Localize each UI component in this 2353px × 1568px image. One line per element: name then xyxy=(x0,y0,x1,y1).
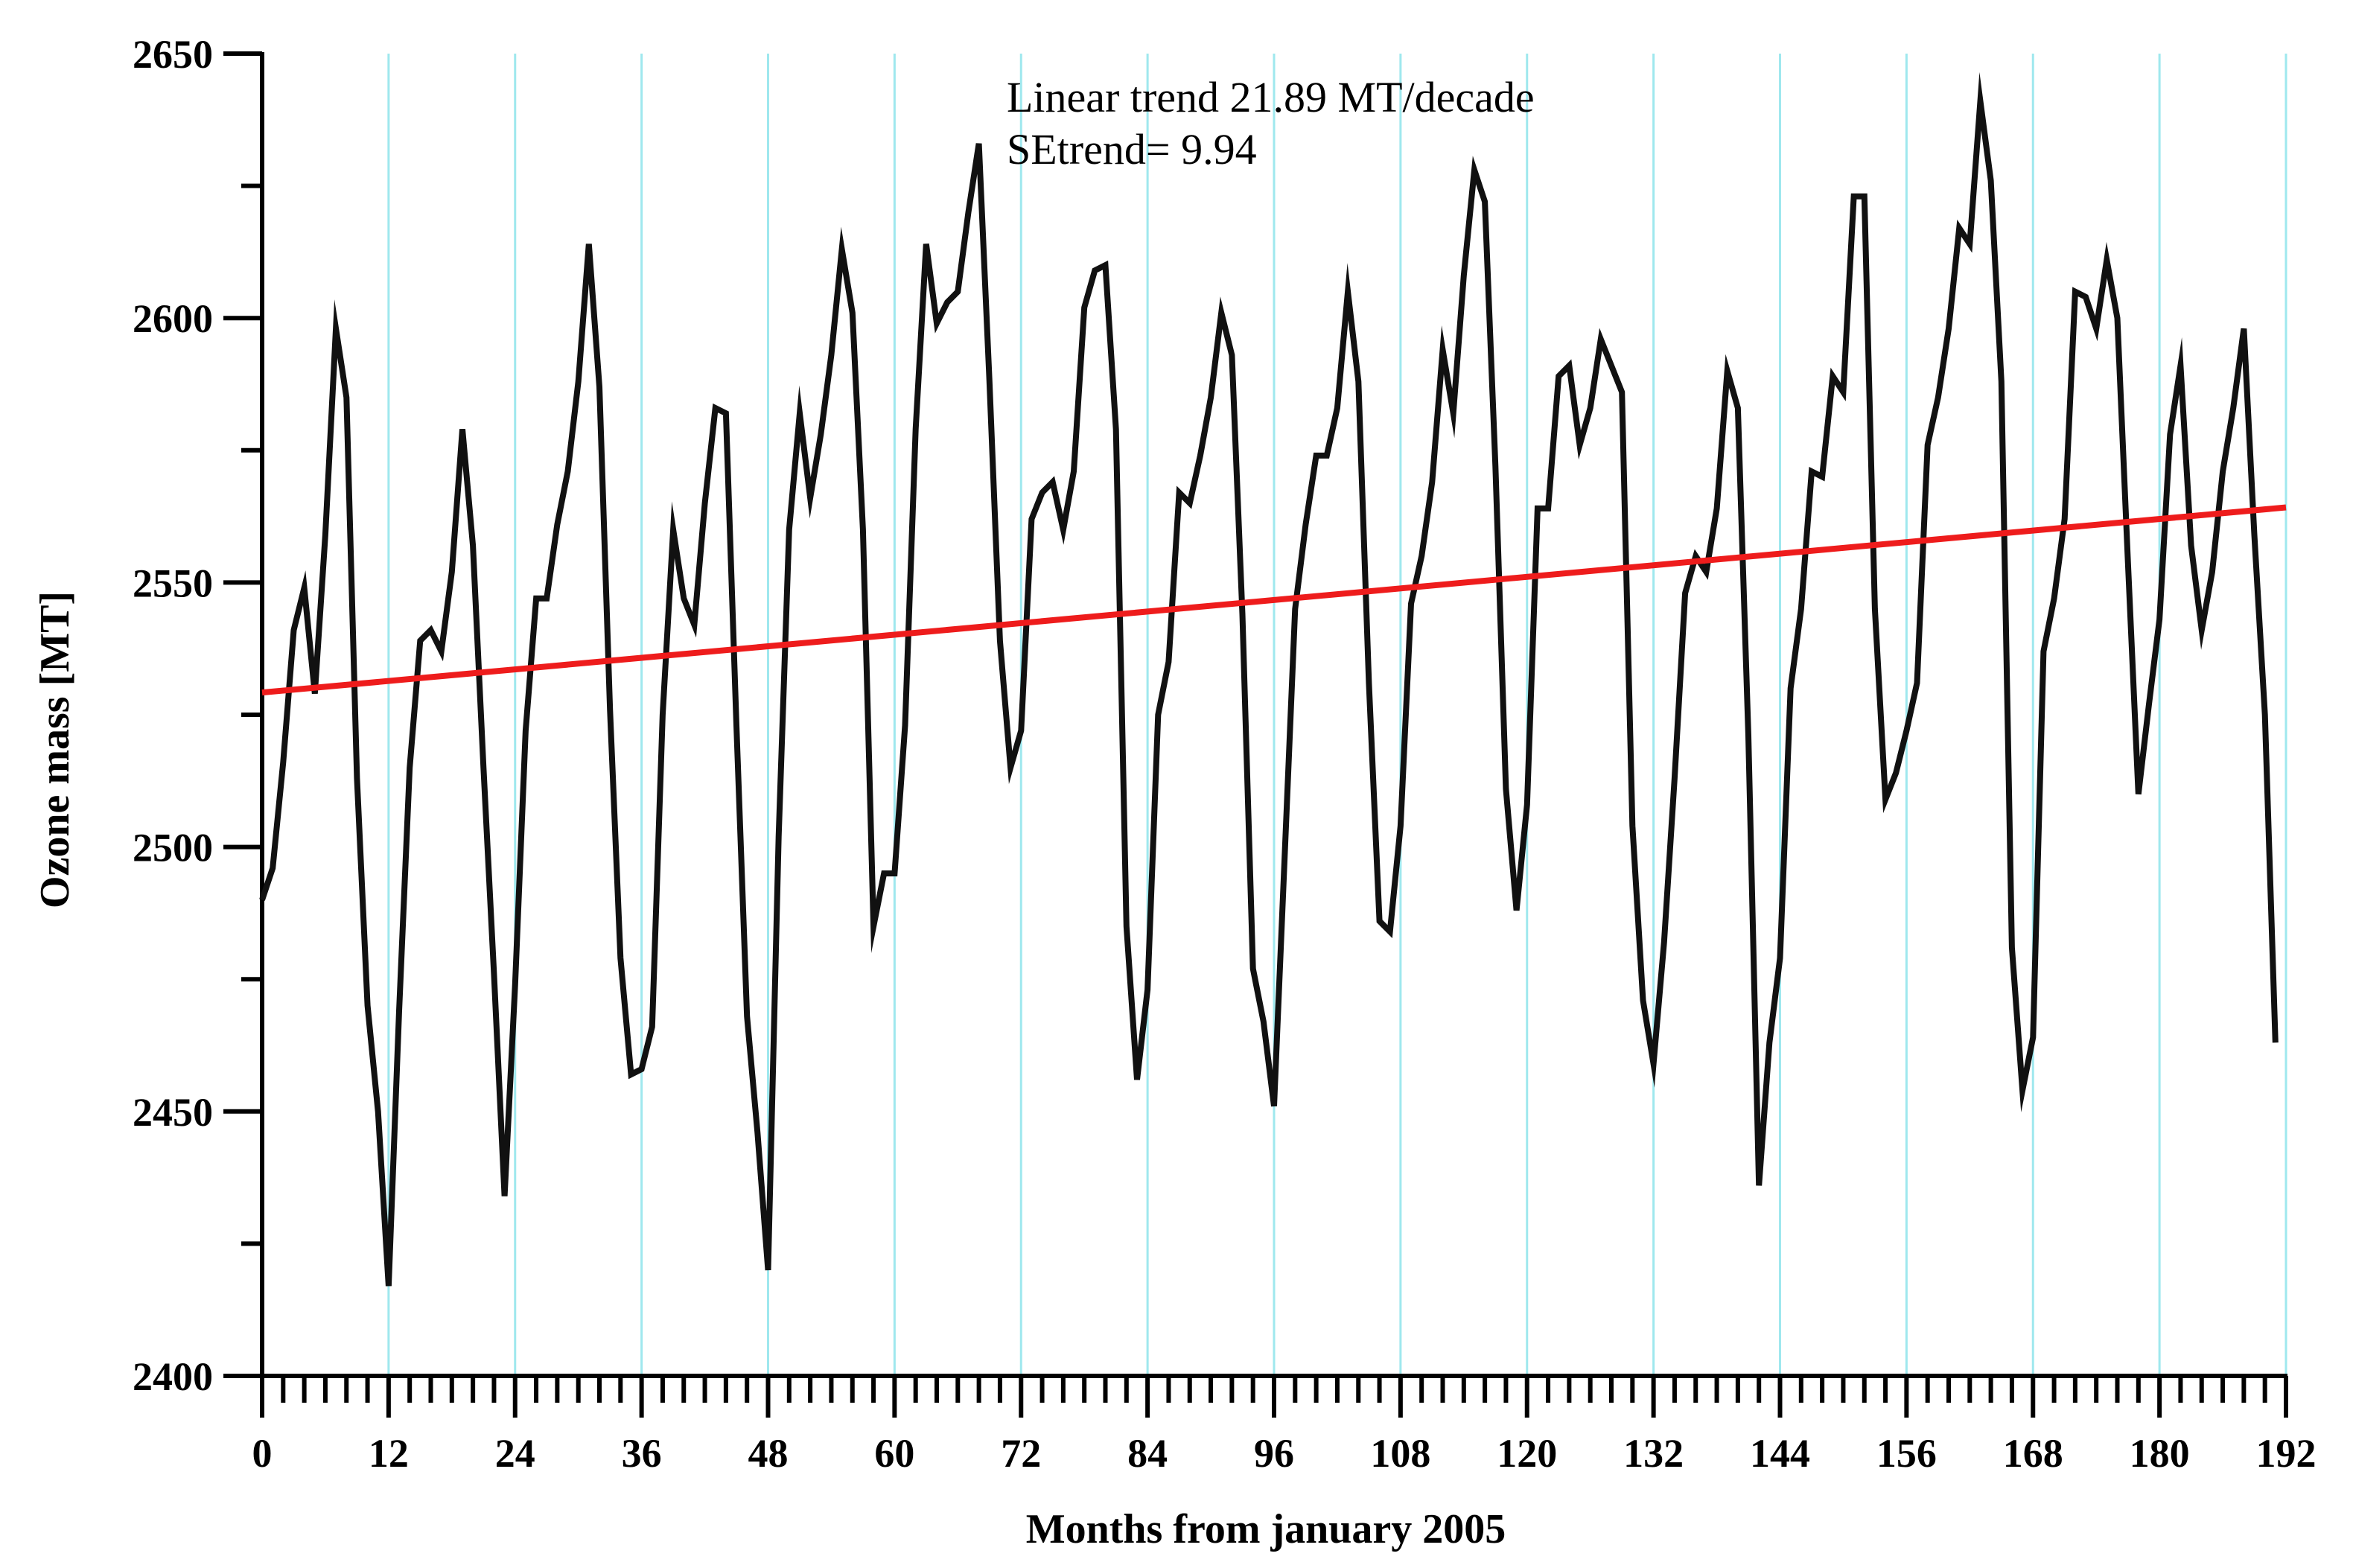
x-tick-label-192: 192 xyxy=(2256,1431,2317,1476)
x-tick-label-60: 60 xyxy=(874,1431,914,1476)
tick-labels: 2400 2450 2500 2550 2600 2650 0 12 24 36 48 60 72 84 9… xyxy=(133,32,2317,1476)
x-tick-label-132: 132 xyxy=(1623,1431,1684,1476)
x-tick-label-168: 168 xyxy=(2003,1431,2063,1476)
x-tick-label-108: 108 xyxy=(1370,1431,1430,1476)
annotation-trend: Linear trend 21.89 MT/decade xyxy=(1007,73,1535,121)
x-tick-label-156: 156 xyxy=(1876,1431,1937,1476)
x-tick-label-72: 72 xyxy=(1001,1431,1041,1476)
y-tick-label-2650: 2650 xyxy=(133,32,213,77)
series-layer xyxy=(259,71,2287,1287)
x-tick-label-144: 144 xyxy=(1750,1431,1810,1476)
y-axis-title: Ozone mass [MT] xyxy=(32,591,78,908)
vertical-grid xyxy=(387,54,2287,1376)
axes xyxy=(223,51,2288,1418)
x-tick-label-24: 24 xyxy=(495,1431,535,1476)
annotation-se-trend: SEtrend= 9.94 xyxy=(1007,125,1257,173)
x-tick-label-0: 0 xyxy=(252,1431,273,1476)
y-tick-label-2550: 2550 xyxy=(133,561,213,605)
y-tick-label-2450: 2450 xyxy=(133,1090,213,1135)
x-tick-label-36: 36 xyxy=(622,1431,662,1476)
series-line-0 xyxy=(259,71,2279,1287)
trend-line xyxy=(261,504,2287,696)
y-tick-label-2500: 2500 xyxy=(133,826,213,870)
x-tick-label-48: 48 xyxy=(748,1431,789,1476)
x-tick-label-180: 180 xyxy=(2130,1431,2190,1476)
x-tick-label-84: 84 xyxy=(1127,1431,1168,1476)
x-axis-title: Months from january 2005 xyxy=(1026,1506,1506,1552)
x-tick-label-96: 96 xyxy=(1254,1431,1294,1476)
x-tick-label-120: 120 xyxy=(1497,1431,1557,1476)
y-tick-label-2400: 2400 xyxy=(133,1354,213,1399)
x-tick-label-12: 12 xyxy=(369,1431,409,1476)
y-tick-label-2600: 2600 xyxy=(133,296,213,341)
